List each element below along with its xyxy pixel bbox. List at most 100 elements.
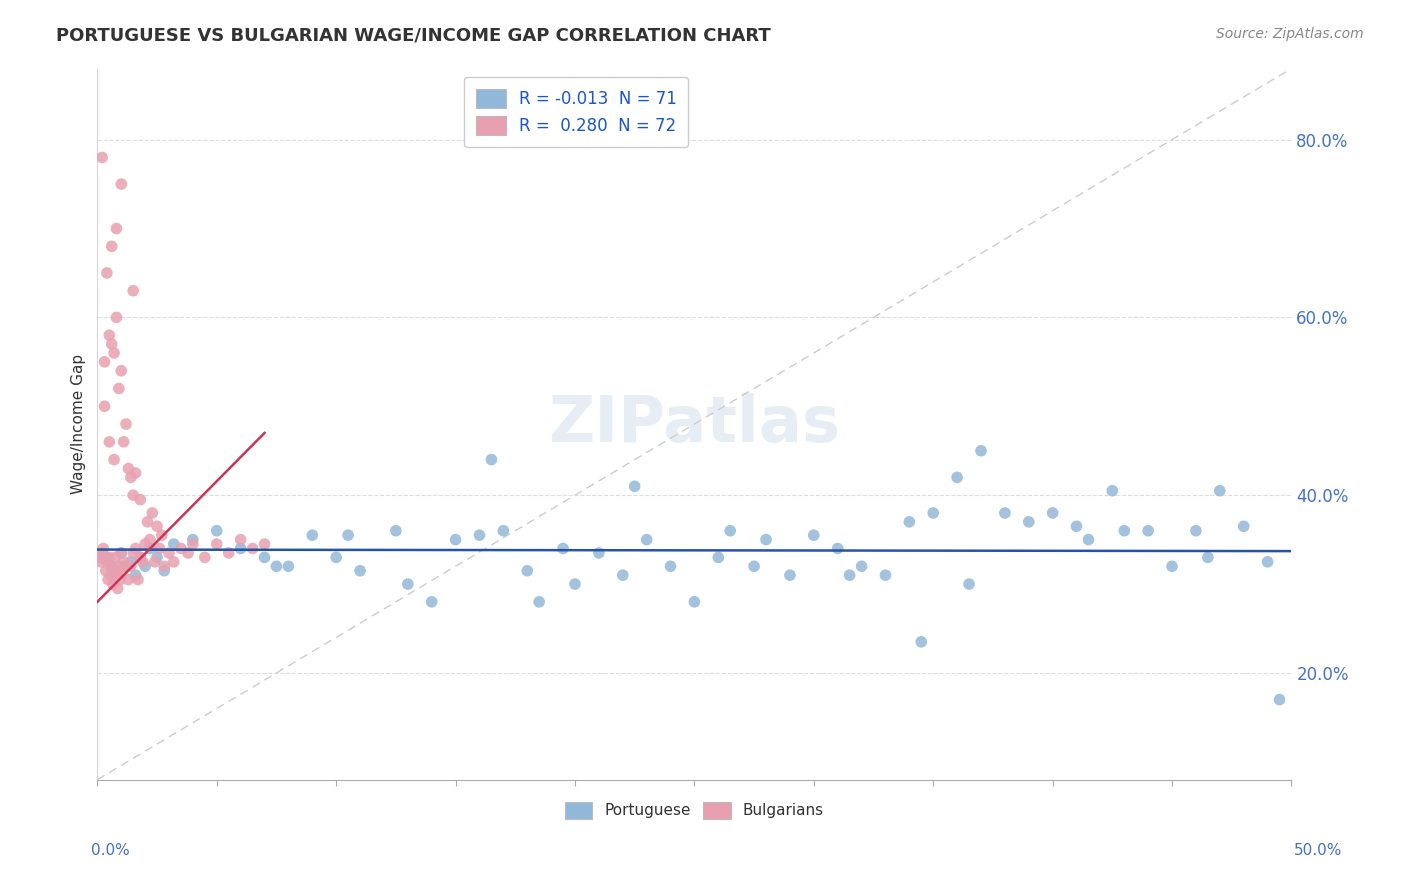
Point [157,546,180,560]
Point [875,568,897,582]
Point [115,559,138,574]
Point [124,568,146,582]
Point [946,470,969,484]
Point [96,555,118,569]
Point [242,541,264,556]
Point [91,541,114,556]
Point [111,564,134,578]
Point [103,346,125,360]
Point [838,568,860,582]
Point [229,541,252,556]
Point [1066,519,1088,533]
Point [107,582,129,596]
Point [851,559,873,574]
Point [91,546,114,560]
Point [139,541,162,556]
Point [100,239,122,253]
Point [136,515,159,529]
Point [1137,524,1160,538]
Point [134,559,156,574]
Point [253,537,276,551]
Text: 0.0%: 0.0% [91,843,131,858]
Point [115,417,138,431]
Point [115,559,138,574]
Point [108,573,131,587]
Point [120,470,142,484]
Point [1185,524,1208,538]
Point [96,266,118,280]
Point [444,533,467,547]
Point [385,524,408,538]
Point [325,550,347,565]
Point [98,434,121,449]
Point [98,550,121,565]
Point [150,528,173,542]
Text: ZIPatlas: ZIPatlas [548,393,841,455]
Point [139,533,162,547]
Text: Source: ZipAtlas.com: Source: ZipAtlas.com [1216,27,1364,41]
Point [103,452,125,467]
Point [163,555,186,569]
Point [266,559,288,574]
Point [129,550,152,565]
Point [349,564,371,578]
Point [97,573,120,587]
Point [1257,555,1279,569]
Point [170,541,193,556]
Point [122,546,145,560]
Point [803,528,825,542]
Point [163,537,186,551]
Point [623,479,645,493]
Point [636,533,658,547]
Point [922,506,945,520]
Point [1018,515,1040,529]
Point [253,550,276,565]
Point [108,559,131,574]
Point [181,533,204,547]
Point [564,577,586,591]
Point [96,550,118,565]
Point [527,595,550,609]
Point [229,533,252,547]
Point [481,452,503,467]
Point [742,559,765,574]
Point [659,559,682,574]
Point [337,528,360,542]
Point [755,533,778,547]
Point [1233,519,1256,533]
Point [129,550,152,565]
Point [153,564,176,578]
Point [153,559,176,574]
Point [117,573,139,587]
Point [124,466,146,480]
Legend: Portuguese, Bulgarians: Portuguese, Bulgarians [558,796,830,825]
Point [301,528,323,542]
Point [98,328,121,343]
Point [994,506,1017,520]
Point [93,355,115,369]
Point [205,524,228,538]
Point [110,364,132,378]
Y-axis label: Wage/Income Gap: Wage/Income Gap [72,354,86,494]
Point [141,506,163,520]
Point [205,537,228,551]
Point [492,524,515,538]
Point [779,568,801,582]
Point [718,524,741,538]
Point [132,555,155,569]
Point [122,488,145,502]
Point [105,310,128,325]
Point [1114,524,1136,538]
Point [277,559,299,574]
Point [120,559,142,574]
Point [612,568,634,582]
Point [108,382,131,396]
Point [134,537,156,551]
Point [105,221,128,235]
Point [1101,483,1123,498]
Point [127,573,149,587]
Point [89,550,111,565]
Point [218,546,240,560]
Point [105,568,128,582]
Point [112,434,135,449]
